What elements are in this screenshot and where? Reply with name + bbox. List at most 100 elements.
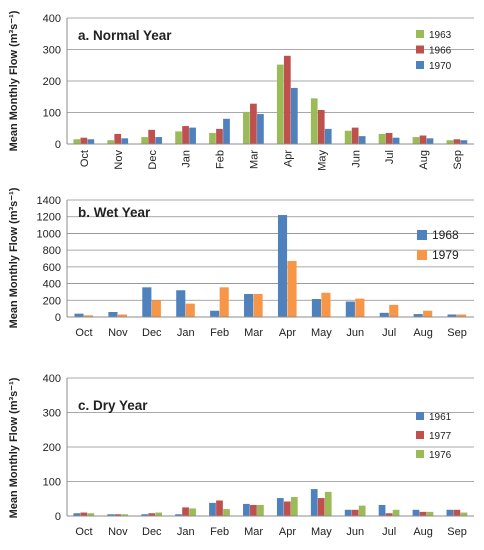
y-tick-label: 400 (43, 13, 61, 25)
bar-1979-Jul (389, 304, 399, 317)
bar-1961-Apr (276, 498, 284, 516)
bar-1979-Apr (287, 261, 297, 317)
legend-swatch (416, 450, 424, 458)
y-tick-label: 400 (43, 279, 61, 291)
bar-1961-Jun (344, 509, 352, 516)
panel-title: c. Dry Year (78, 398, 148, 413)
bar-1968-Jun (345, 301, 355, 317)
x-tick-label: Jan (181, 150, 193, 168)
legend-label: 1966 (429, 46, 452, 57)
legend-swatch (416, 412, 424, 420)
legend-swatch (416, 30, 424, 38)
bar-1970-Jun (358, 136, 366, 145)
x-tick-label: Oct (75, 327, 92, 339)
bar-1961-Nov (107, 514, 115, 516)
bar-1970-Dec (155, 137, 163, 144)
bar-1976-Sep (460, 512, 468, 516)
bar-1963-Jun (344, 130, 352, 144)
bar-1961-Mar (243, 503, 250, 516)
bar-1968-Jan (176, 290, 186, 317)
bar-1970-Oct (87, 139, 95, 144)
bar-1979-Jan (185, 303, 195, 317)
bar-1976-Apr (290, 497, 298, 516)
bar-1968-May (311, 299, 321, 317)
bar-1968-Oct (74, 313, 84, 317)
bar-1961-Jul (378, 504, 386, 516)
y-tick-label: 800 (43, 245, 61, 257)
bar-1979-Feb (219, 287, 229, 317)
legend-swatch (417, 230, 427, 240)
bar-1963-Aug (412, 137, 420, 144)
x-tick-label: Feb (210, 327, 229, 339)
panel-3: 0 100 200 300 400 Oct Nov Dec Jan Feb Mar Apr May Jun… (8, 373, 474, 538)
legend-swatch (416, 61, 424, 69)
legend-swatch (417, 250, 427, 260)
bar-1963-Jul (378, 133, 386, 144)
x-tick-label: Jul (382, 526, 396, 538)
x-tick-label: Mar (249, 150, 261, 169)
panel-2: 0 200 400 600 800 1000 1200 1400 Oct Nov Dec Jan Feb… (8, 187, 474, 339)
bar-1976-Oct (87, 513, 95, 516)
bar-1966-Jul (385, 132, 393, 144)
y-axis-label: Mean Monthly Flow (m³s⁻¹) (8, 377, 20, 518)
bar-1976-Aug (426, 511, 434, 516)
bar-1961-Dec (141, 514, 149, 516)
bar-1979-Sep (457, 314, 467, 317)
y-tick-label: 300 (43, 408, 61, 420)
x-tick-label: May (311, 327, 332, 339)
x-tick-label: Nov (108, 526, 128, 538)
x-tick-label: Feb (210, 526, 229, 538)
x-tick-label: Apr (282, 150, 294, 167)
bar-1970-Jul (392, 137, 400, 144)
bar-1970-Apr (290, 87, 298, 144)
bar-1966-Sep (453, 139, 461, 144)
x-tick-label: Aug (413, 327, 433, 339)
bar-1968-Dec (142, 287, 152, 317)
bar-1963-Dec (141, 137, 149, 144)
bar-1963-Apr (276, 64, 284, 144)
panel-title: b. Wet Year (78, 205, 151, 220)
x-tick-label: Oct (79, 150, 91, 167)
bar-1970-Aug (426, 138, 434, 144)
bar-1970-May (324, 128, 332, 144)
legend-label: 1968 (432, 228, 459, 242)
x-tick-label: Mar (244, 327, 263, 339)
bar-1963-Jan (175, 131, 182, 144)
bar-1966-Oct (80, 137, 88, 144)
y-tick-label: 400 (43, 373, 61, 385)
legend-label: 1979 (432, 248, 459, 262)
y-tick-label: 200 (43, 295, 61, 307)
x-tick-label: Apr (279, 526, 296, 538)
bar-1963-Oct (73, 139, 81, 144)
y-tick-label: 0 (55, 312, 61, 324)
bar-1968-Sep (447, 314, 457, 317)
x-tick-label: Jun (346, 526, 364, 538)
bar-1968-Feb (210, 310, 220, 317)
y-tick-label: 0 (55, 139, 61, 151)
legend-label: 1963 (429, 30, 452, 41)
bar-1968-Mar (244, 294, 254, 317)
bar-1966-Jun (351, 127, 359, 144)
bar-1979-Aug (423, 310, 433, 317)
legend: 1968 1979 (417, 228, 459, 262)
bar-1961-May (310, 489, 318, 516)
bar-1976-May (324, 491, 332, 516)
x-tick-label: Jul (382, 327, 396, 339)
y-axis-label: Mean Monthly Flow (m³s⁻¹) (8, 10, 20, 151)
bar-1979-Dec (151, 300, 161, 317)
x-tick-label: Jun (346, 327, 364, 339)
bar-1966-Apr (283, 55, 291, 144)
x-tick-label: Jan (177, 526, 195, 538)
panel-title: a. Normal Year (78, 28, 172, 43)
y-tick-label: 0 (55, 511, 61, 523)
bar-1977-Dec (148, 513, 156, 516)
x-tick-label: May (316, 150, 328, 171)
panel-1: 0 100 200 300 400 Oct Nov Dec Jan Feb Mar Apr May Jun… (8, 10, 474, 171)
bar-1966-Jan (182, 126, 189, 144)
bar-1966-Nov (114, 133, 122, 144)
bar-1979-Mar (253, 294, 263, 317)
y-tick-label: 1200 (37, 212, 61, 224)
x-tick-label: Dec (147, 150, 159, 170)
x-tick-label: Sep (447, 526, 467, 538)
x-tick-label: Sep (447, 327, 467, 339)
